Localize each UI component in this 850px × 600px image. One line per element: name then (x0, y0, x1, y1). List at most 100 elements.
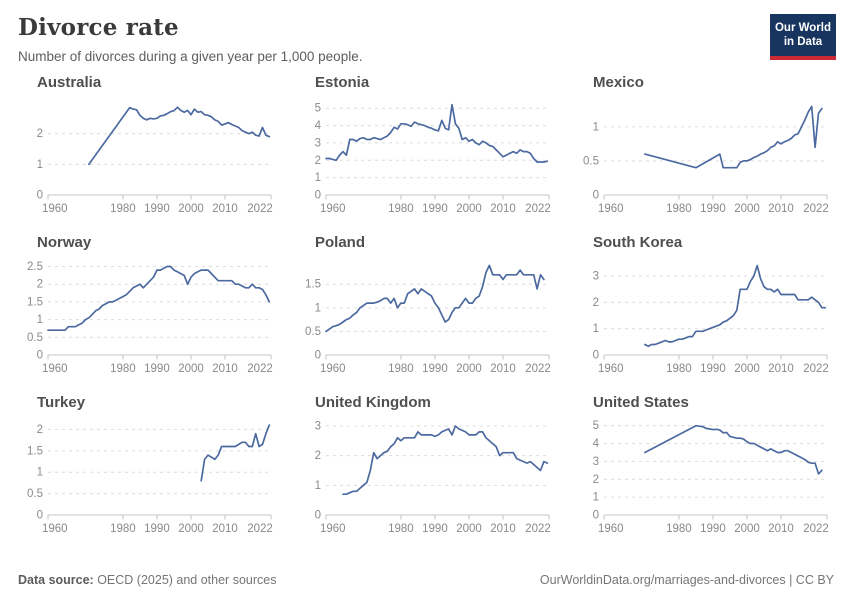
chart-title: Australia (37, 74, 102, 91)
svg-text:2022: 2022 (525, 203, 551, 215)
svg-text:2022: 2022 (803, 363, 829, 375)
svg-text:1: 1 (315, 480, 321, 492)
chart-united-kingdom: United Kingdom 0 1 2 3 1960 1980 1990 2000 2010 2… (296, 394, 554, 549)
header-titles: Divorce rate Number of divorces during a… (18, 14, 362, 64)
svg-text:1: 1 (37, 159, 43, 171)
svg-text:0: 0 (37, 190, 43, 202)
line-chart-canvas: 0 1 2 1960 1980 1990 2000 2010 2022 (37, 106, 273, 215)
svg-text:5: 5 (315, 103, 321, 115)
svg-text:0: 0 (315, 190, 321, 202)
svg-text:2010: 2010 (212, 363, 238, 375)
svg-text:0: 0 (315, 350, 321, 362)
svg-text:3: 3 (593, 271, 599, 283)
svg-text:2010: 2010 (768, 203, 794, 215)
svg-text:0.5: 0.5 (583, 155, 599, 167)
page-title: Divorce rate (18, 14, 179, 41)
svg-text:4: 4 (593, 438, 600, 450)
svg-text:1.5: 1.5 (27, 296, 43, 308)
owid-logo[interactable]: Our World in Data (770, 14, 836, 60)
svg-text:2: 2 (37, 424, 43, 436)
chart-title: United States (593, 394, 689, 411)
chart-united-states: United States 0 1 2 3 4 5 1960 1980 1990 2000 2010… (574, 394, 832, 549)
chart-poland: Poland 0 0.5 1 1.5 1960 1980 1990 2000 2010 2022 (296, 234, 554, 389)
svg-text:1: 1 (37, 314, 43, 326)
chart-title: Turkey (37, 394, 86, 411)
svg-text:1980: 1980 (110, 203, 136, 215)
chart-australia: Australia 0 1 2 1960 1980 1990 2000 2010 2022 (18, 74, 276, 229)
chart-mexico: Mexico 0 0.5 1 1960 1980 1990 2000 2010 2022 (574, 74, 832, 229)
svg-text:1: 1 (593, 323, 599, 335)
svg-text:1980: 1980 (388, 363, 414, 375)
svg-text:1960: 1960 (598, 363, 624, 375)
data-source-text: OECD (2025) and other sources (93, 573, 277, 587)
svg-text:1960: 1960 (320, 203, 346, 215)
svg-text:0: 0 (593, 190, 599, 202)
svg-text:2000: 2000 (456, 523, 482, 535)
svg-text:1980: 1980 (388, 523, 414, 535)
svg-text:1960: 1960 (320, 523, 346, 535)
svg-text:1: 1 (315, 172, 321, 184)
chart-estonia: Estonia 0 1 2 3 4 5 1960 1980 1990 2000 2010 2022 (296, 74, 554, 229)
svg-text:2022: 2022 (247, 203, 273, 215)
charts-grid: Australia 0 1 2 1960 1980 1990 2000 2010 2022 Es… (18, 74, 836, 549)
line-chart-canvas: 0 1 2 3 4 5 1960 1980 1990 2000 2010 2022 (315, 103, 551, 215)
svg-text:3: 3 (315, 420, 321, 432)
svg-text:0.5: 0.5 (305, 326, 321, 338)
owid-url-link[interactable]: OurWorldinData.org/marriages-and-divorce… (539, 573, 834, 587)
svg-text:1980: 1980 (666, 203, 692, 215)
footer: Data source: OECD (2025) and other sourc… (18, 573, 834, 587)
svg-text:4: 4 (315, 120, 322, 132)
svg-text:1960: 1960 (42, 203, 68, 215)
svg-text:0: 0 (315, 510, 321, 522)
line-chart-canvas: 0 0.5 1 1.5 2 1960 1980 1990 2000 2010 2022 (27, 424, 273, 535)
chart-south-korea: South Korea 0 1 2 3 1960 1980 1990 2000 2010 2022 (574, 234, 832, 389)
svg-text:0.5: 0.5 (27, 332, 43, 344)
svg-text:2: 2 (37, 279, 43, 291)
line-chart-canvas: 0 0.5 1 1.5 1960 1980 1990 2000 2010 2022 (305, 264, 551, 375)
svg-text:2: 2 (593, 474, 599, 486)
svg-text:1960: 1960 (42, 523, 68, 535)
svg-text:1: 1 (315, 302, 321, 314)
svg-text:2010: 2010 (768, 523, 794, 535)
header: Divorce rate Number of divorces during a… (0, 0, 850, 64)
svg-text:2: 2 (593, 297, 599, 309)
svg-text:1.5: 1.5 (305, 279, 321, 291)
svg-text:2: 2 (37, 128, 43, 140)
svg-text:2000: 2000 (178, 203, 204, 215)
svg-text:2: 2 (315, 450, 321, 462)
line-chart-canvas: 0 0.5 1 1960 1980 1990 2000 2010 2022 (583, 105, 829, 215)
svg-text:1.5: 1.5 (27, 445, 43, 457)
svg-text:2000: 2000 (734, 203, 760, 215)
svg-text:2000: 2000 (734, 363, 760, 375)
svg-text:2010: 2010 (212, 203, 238, 215)
svg-text:1990: 1990 (422, 523, 448, 535)
svg-text:1980: 1980 (666, 363, 692, 375)
svg-text:1990: 1990 (422, 363, 448, 375)
svg-text:2022: 2022 (247, 363, 273, 375)
svg-text:1980: 1980 (110, 523, 136, 535)
svg-text:1990: 1990 (144, 363, 170, 375)
owid-logo-line1: Our World (774, 22, 831, 34)
svg-text:3: 3 (593, 456, 599, 468)
chart-title: Poland (315, 234, 366, 251)
chart-title: United Kingdom (315, 394, 431, 411)
svg-text:2010: 2010 (212, 523, 238, 535)
svg-text:1990: 1990 (144, 203, 170, 215)
svg-text:2022: 2022 (525, 523, 551, 535)
data-source-note: Data source: OECD (2025) and other sourc… (18, 573, 276, 587)
svg-text:1980: 1980 (666, 523, 692, 535)
svg-text:2022: 2022 (803, 203, 829, 215)
svg-text:2010: 2010 (490, 363, 516, 375)
svg-text:2022: 2022 (525, 363, 551, 375)
svg-text:1990: 1990 (700, 203, 726, 215)
svg-text:1980: 1980 (110, 363, 136, 375)
svg-text:0: 0 (593, 510, 599, 522)
svg-text:2: 2 (315, 155, 321, 167)
svg-text:1960: 1960 (320, 363, 346, 375)
svg-text:1990: 1990 (144, 523, 170, 535)
svg-text:2.5: 2.5 (27, 261, 43, 273)
chart-title: Norway (37, 234, 92, 251)
page-subtitle: Number of divorces during a given year p… (18, 49, 363, 64)
svg-text:0: 0 (593, 350, 599, 362)
